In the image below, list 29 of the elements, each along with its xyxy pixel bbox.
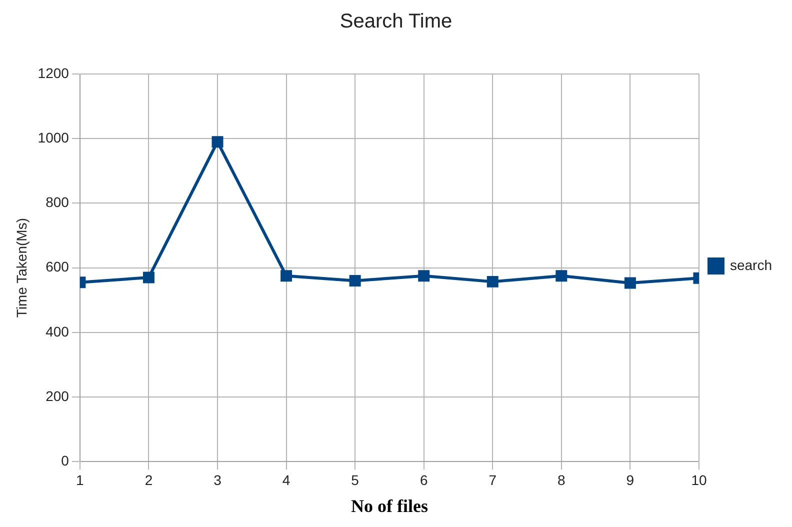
point: [624, 277, 636, 289]
y-tick-label: 1200: [38, 64, 70, 81]
y-tick-label: 200: [46, 388, 70, 404]
point: [556, 270, 568, 282]
x-tick-label: 1: [76, 472, 84, 488]
x-tick-label: 2: [144, 472, 153, 488]
point: [280, 270, 292, 282]
y-tick-label: 400: [46, 323, 70, 340]
y-axis-title: Time Taken(Ms): [13, 218, 30, 318]
point: [486, 276, 498, 288]
x-tick-label: 8: [558, 472, 566, 488]
x-tick-label: 7: [488, 472, 497, 488]
x-tick-label: 3: [214, 472, 222, 488]
x-axis-title: No of files: [350, 496, 428, 516]
legend-label: search: [730, 256, 772, 273]
point: [212, 136, 224, 148]
y-tick-label: 800: [46, 194, 70, 210]
x-tick-label: 9: [626, 472, 634, 488]
y-tick-label: 0: [61, 452, 70, 468]
x-tick-label: 6: [420, 472, 428, 488]
chart-title: Search Time: [340, 10, 452, 33]
x-tick-label: 10: [691, 472, 707, 488]
x-tick-label: 4: [282, 472, 290, 488]
point: [349, 274, 361, 286]
y-tick-label: 600: [46, 258, 70, 275]
y-tick-label: 1000: [38, 129, 70, 146]
point: [418, 270, 430, 282]
x-tick-label: 5: [351, 472, 360, 488]
point: [142, 272, 154, 284]
